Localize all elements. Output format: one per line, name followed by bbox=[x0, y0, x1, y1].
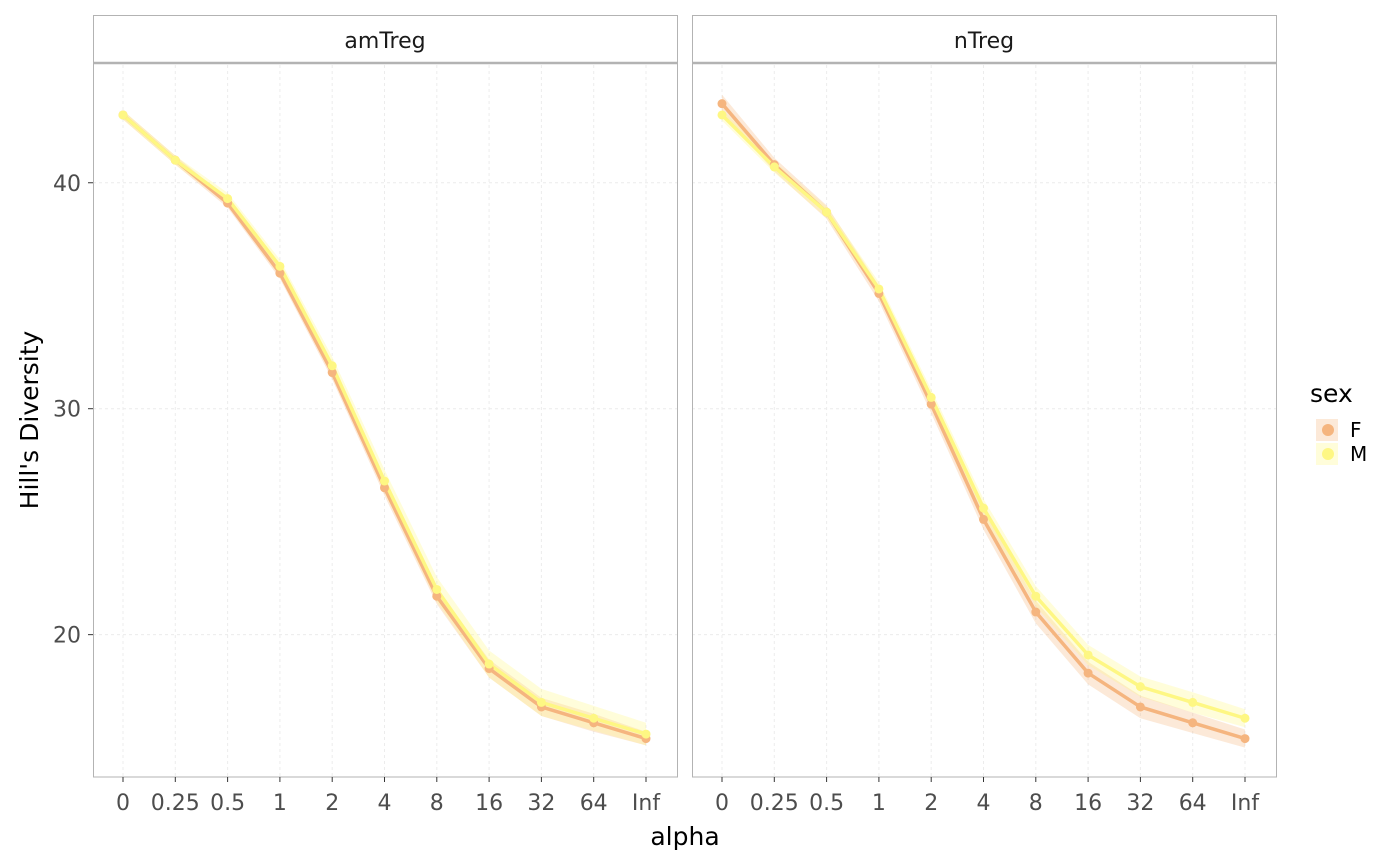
data-point-F bbox=[1240, 734, 1250, 744]
y-tick-label: 20 bbox=[53, 624, 81, 649]
x-tick-label: 32 bbox=[527, 791, 555, 816]
strip-background bbox=[93, 15, 678, 64]
data-point-M bbox=[1240, 713, 1250, 723]
data-point-M bbox=[1188, 697, 1198, 707]
x-tick-label: 0.25 bbox=[750, 791, 799, 816]
data-point-M bbox=[327, 361, 337, 371]
data-point-M bbox=[769, 162, 779, 172]
data-point-F bbox=[327, 368, 337, 378]
data-point-F bbox=[432, 591, 442, 601]
x-tick-label: 2 bbox=[325, 791, 339, 816]
panel-border bbox=[93, 62, 678, 778]
x-tick-label: 1 bbox=[273, 791, 287, 816]
x-tick-label: 64 bbox=[580, 791, 608, 816]
x-tick-label: 0.5 bbox=[210, 791, 245, 816]
data-point-M bbox=[1135, 682, 1145, 692]
legend-title: sex bbox=[1310, 379, 1353, 408]
x-tick-label: 8 bbox=[430, 791, 444, 816]
y-tick-label: 40 bbox=[53, 172, 81, 197]
x-tick-label: 4 bbox=[378, 791, 392, 816]
strip-label: nTreg bbox=[954, 29, 1014, 54]
data-point-M bbox=[926, 392, 936, 402]
data-point-M bbox=[589, 713, 599, 723]
x-tick-label: 0.25 bbox=[151, 791, 200, 816]
data-point-M bbox=[275, 261, 285, 271]
data-point-F bbox=[1083, 668, 1093, 678]
data-point-F bbox=[979, 514, 988, 524]
data-point-M bbox=[432, 584, 442, 594]
x-tick-label: 4 bbox=[977, 791, 991, 816]
x-tick-label: 64 bbox=[1179, 791, 1207, 816]
data-point-M bbox=[118, 110, 128, 120]
data-point-M bbox=[979, 503, 988, 513]
x-tick-label: 0 bbox=[116, 791, 130, 816]
data-point-F bbox=[926, 399, 936, 409]
data-point-F bbox=[1188, 718, 1198, 728]
x-tick-label: 8 bbox=[1029, 791, 1043, 816]
x-tick-label: 0 bbox=[715, 791, 729, 816]
data-point-M bbox=[380, 476, 389, 486]
data-point-M bbox=[822, 207, 832, 217]
data-point-M bbox=[1083, 650, 1093, 660]
panel-amTreg: amTreg 0 0.25 0.5 1 2 4 8 16 32 64 Inf bbox=[93, 15, 678, 816]
data-point-M bbox=[223, 194, 233, 204]
data-point-M bbox=[1031, 591, 1041, 601]
strip-label: amTreg bbox=[344, 29, 425, 54]
data-point-M bbox=[536, 697, 546, 707]
x-axis-title: alpha bbox=[650, 822, 719, 851]
x-tick-label: 0.5 bbox=[809, 791, 844, 816]
legend-label: F bbox=[1350, 418, 1362, 442]
legend: sex FM bbox=[1310, 379, 1367, 466]
data-point-F bbox=[275, 268, 285, 278]
data-point-M bbox=[170, 155, 180, 165]
x-tick-label: 16 bbox=[475, 791, 503, 816]
panel-nTreg: nTreg 0 0.25 0.5 1 2 4 8 16 32 64 Inf bbox=[692, 15, 1277, 816]
data-point-M bbox=[717, 110, 727, 120]
legend-key-F bbox=[1322, 424, 1334, 436]
x-tick-label: 2 bbox=[924, 791, 938, 816]
data-point-F bbox=[380, 483, 389, 493]
data-point-F bbox=[1135, 702, 1145, 712]
data-point-M bbox=[874, 284, 884, 294]
x-tick-label: Inf bbox=[632, 791, 661, 816]
strip-background bbox=[692, 15, 1277, 64]
confidence-ribbon-F bbox=[722, 94, 1245, 748]
legend-key-M bbox=[1322, 448, 1334, 460]
y-axis-title: Hill's Diversity bbox=[15, 330, 44, 509]
x-tick-label: 16 bbox=[1074, 791, 1102, 816]
data-point-M bbox=[484, 659, 494, 669]
data-point-F bbox=[717, 99, 727, 109]
x-tick-label: 1 bbox=[872, 791, 886, 816]
x-tick-label: 32 bbox=[1126, 791, 1154, 816]
data-point-M bbox=[641, 729, 651, 739]
x-tick-label: Inf bbox=[1231, 791, 1260, 816]
y-tick-label: 30 bbox=[53, 398, 81, 423]
data-point-F bbox=[1031, 607, 1041, 617]
legend-label: M bbox=[1350, 442, 1367, 466]
